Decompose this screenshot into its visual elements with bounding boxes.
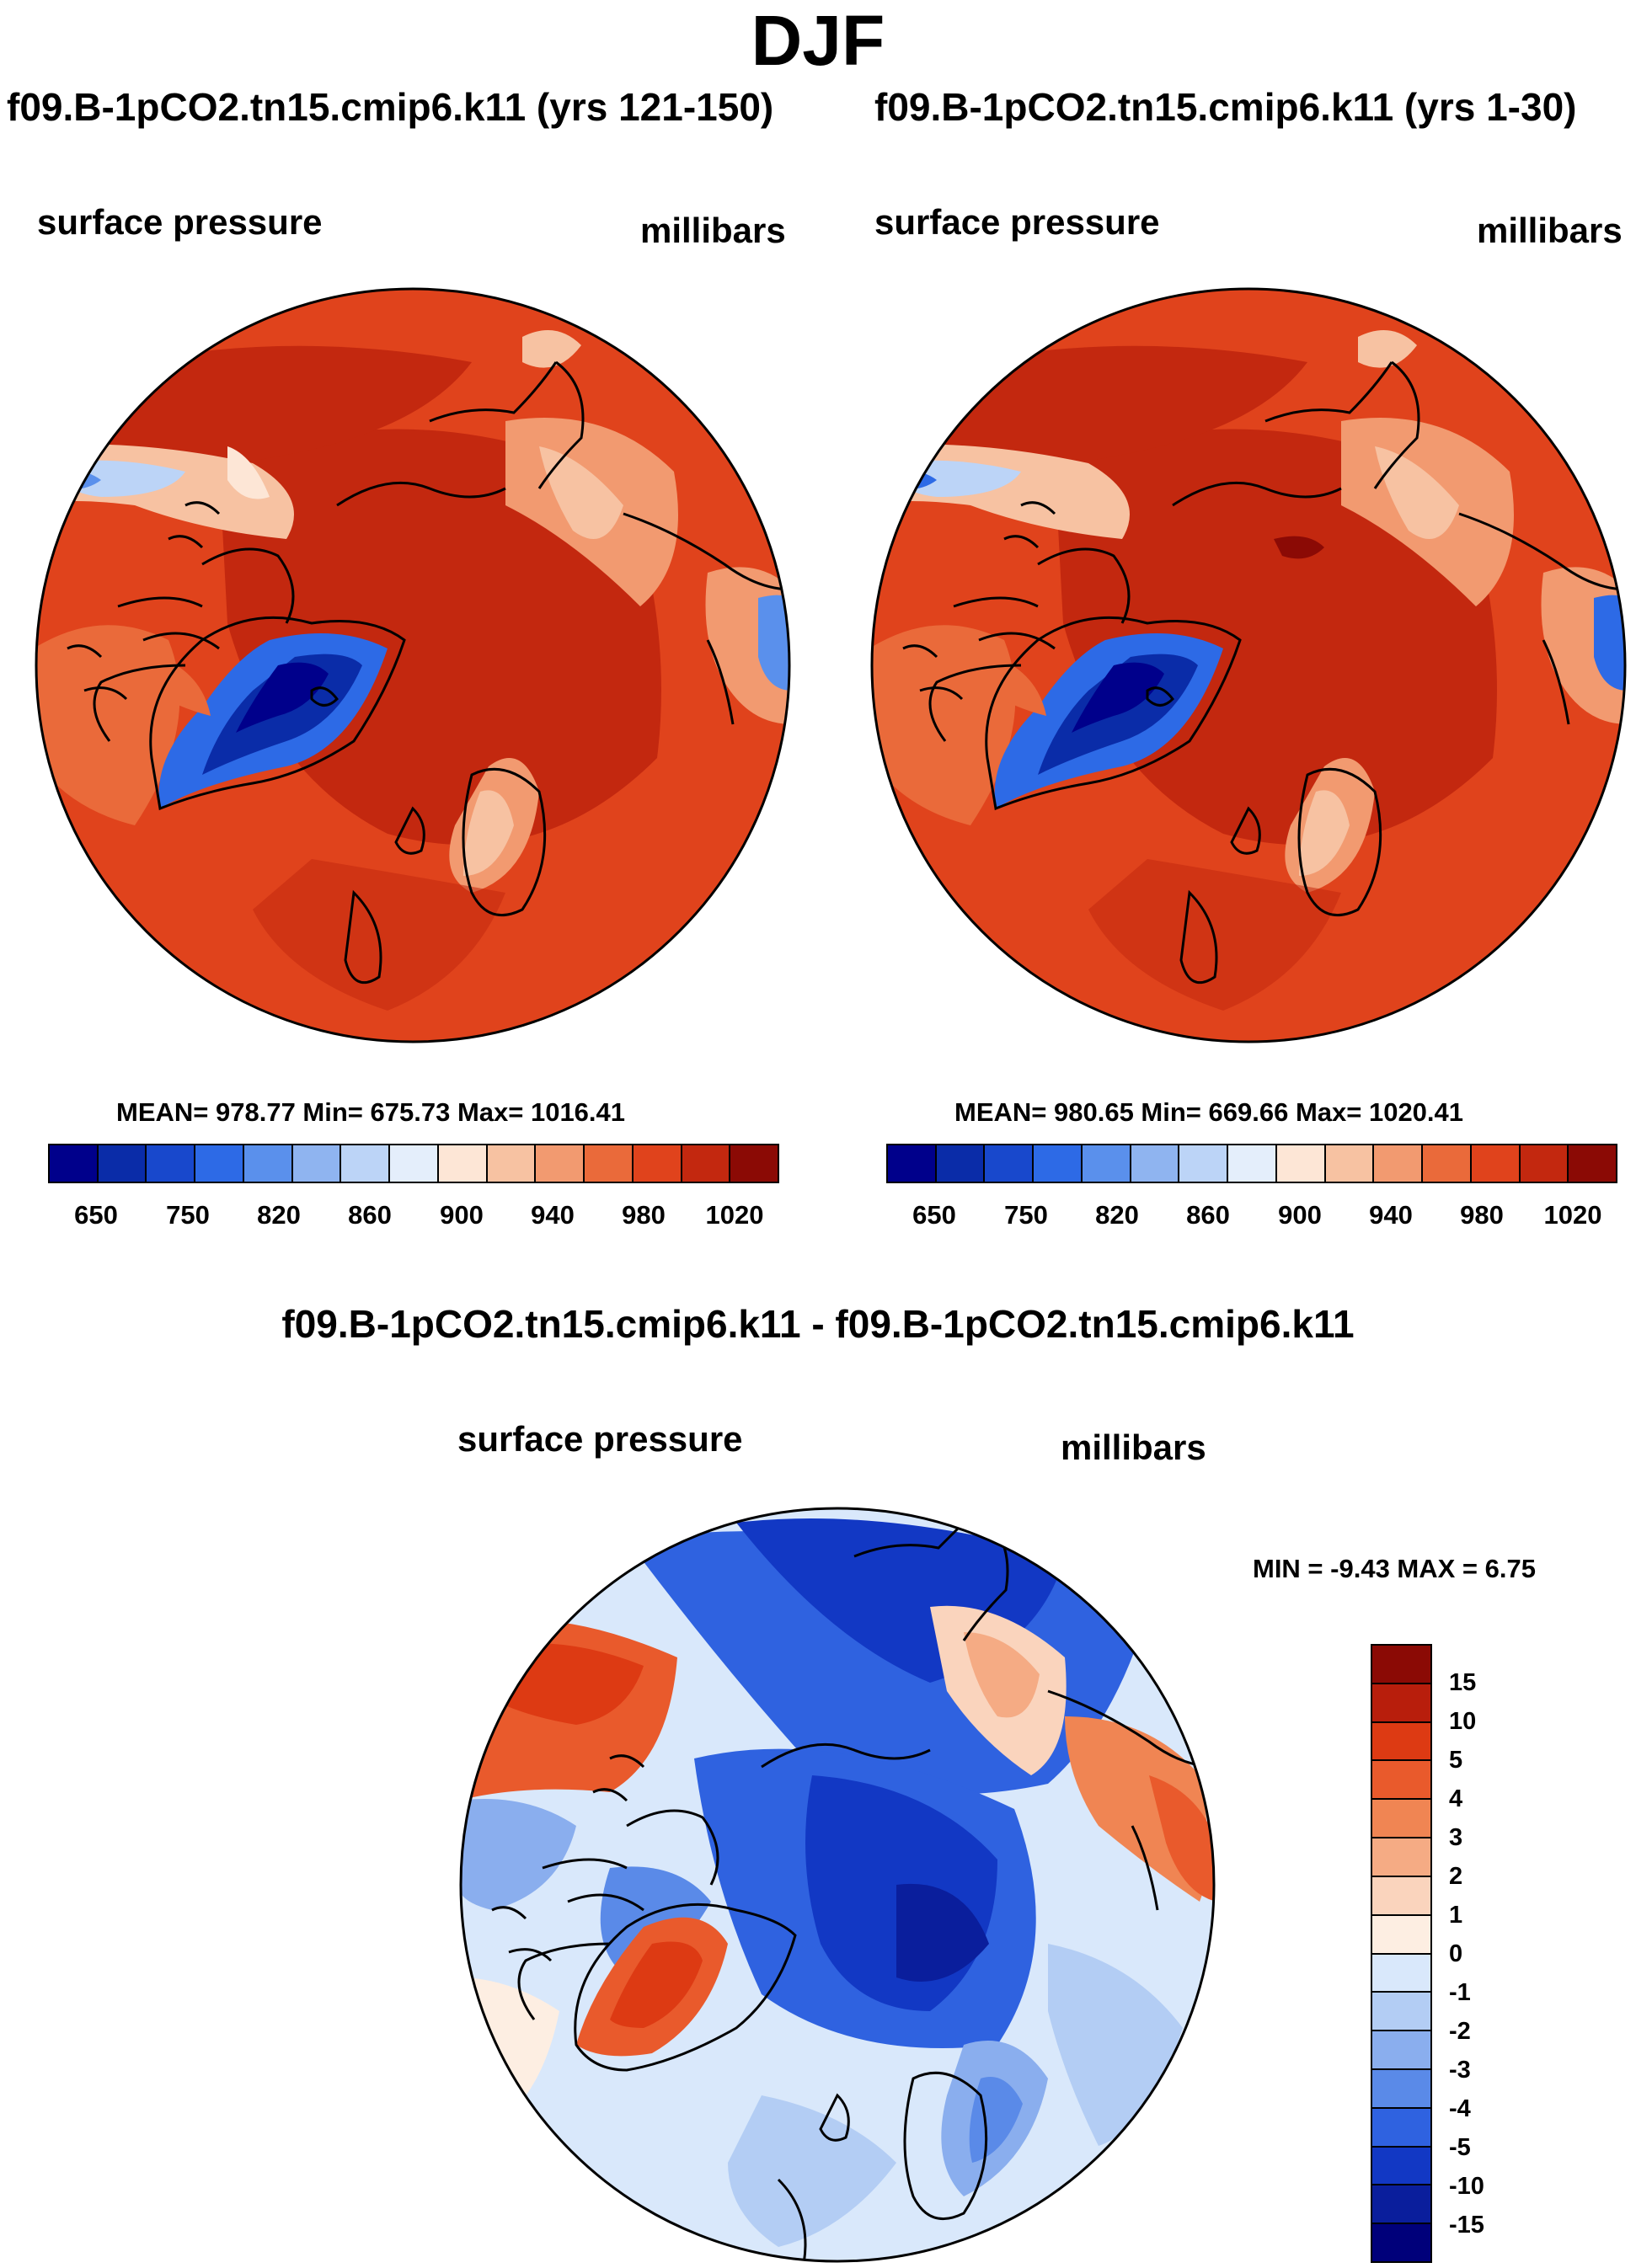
panel2-polar-map xyxy=(870,287,1627,1043)
panel2-colorbar-tick: 900 xyxy=(1278,1200,1322,1230)
panel1-colorbar-tick: 750 xyxy=(166,1200,210,1230)
diff-colorbar-tick: 10 xyxy=(1449,1708,1477,1735)
panel1-colorbar xyxy=(48,1144,779,1183)
panel2-colorbar-tick: 820 xyxy=(1095,1200,1139,1230)
panel2-variable-label: surface pressure xyxy=(874,202,1160,242)
diff-colorbar-tick: 4 xyxy=(1449,1785,1463,1812)
panel1-title: f09.B-1pCO2.tn15.cmip6.k11 (yrs 121-150) xyxy=(7,85,774,129)
panel2-colorbar-tick: 650 xyxy=(912,1200,956,1230)
panel2-colorbar-tick: 980 xyxy=(1460,1200,1504,1230)
diff-colorbar-tick: -4 xyxy=(1449,2095,1471,2122)
diff-colorbar-tick: -2 xyxy=(1449,2018,1471,2045)
panel2-units-label: millibars xyxy=(1477,211,1623,250)
panel2-colorbar-tick: 940 xyxy=(1369,1200,1413,1230)
panel1-units-label: millibars xyxy=(640,211,786,250)
panel2-colorbar-tick: 1020 xyxy=(1543,1200,1602,1230)
diff-colorbar-tick: 3 xyxy=(1449,1824,1463,1851)
panel2-colorbar-tick: 860 xyxy=(1186,1200,1230,1230)
panel2-title: f09.B-1pCO2.tn15.cmip6.k11 (yrs 1-30) xyxy=(874,85,1577,129)
diff-colorbar-tick: -15 xyxy=(1449,2212,1484,2239)
panel1-colorbar-tick: 940 xyxy=(531,1200,575,1230)
diff-colorbar-tick: -1 xyxy=(1449,1979,1471,2006)
panel1-stats: MEAN= 978.77 Min= 675.73 Max= 1016.41 xyxy=(116,1097,626,1127)
panel1-variable-label: surface pressure xyxy=(37,202,323,242)
panel2-colorbar-tick: 750 xyxy=(1004,1200,1048,1230)
panel1-polar-map xyxy=(35,287,791,1043)
diff-variable-label: surface pressure xyxy=(457,1419,743,1459)
diff-colorbar-tick: -5 xyxy=(1449,2134,1471,2161)
diff-units-label: millibars xyxy=(1061,1428,1206,1467)
panel2-stats: MEAN= 980.65 Min= 669.66 Max= 1020.41 xyxy=(954,1097,1464,1127)
panel1-colorbar-tick: 980 xyxy=(622,1200,666,1230)
figure-title: DJF xyxy=(751,1,885,80)
diff-colorbar-tick: 1 xyxy=(1449,1902,1463,1929)
diff-colorbar-tick: 0 xyxy=(1449,1940,1463,1967)
panel1-colorbar-tick: 900 xyxy=(440,1200,484,1230)
diff-stats: MIN = -9.43 MAX = 6.75 xyxy=(1253,1554,1536,1583)
panel1-colorbar-tick: 820 xyxy=(257,1200,301,1230)
diff-title: f09.B-1pCO2.tn15.cmip6.k11 - f09.B-1pCO2… xyxy=(281,1302,1355,1346)
diff-colorbar-tick: -10 xyxy=(1449,2173,1484,2200)
diff-colorbar-tick: 5 xyxy=(1449,1747,1463,1774)
diff-colorbar-tick: 15 xyxy=(1449,1669,1477,1696)
diff-colorbar xyxy=(1371,1644,1432,2263)
panel2-colorbar xyxy=(886,1144,1617,1183)
panel1-colorbar-tick: 1020 xyxy=(705,1200,764,1230)
diff-polar-map xyxy=(459,1507,1216,2263)
diff-colorbar-tick: 2 xyxy=(1449,1863,1463,1890)
panel1-colorbar-tick: 860 xyxy=(348,1200,392,1230)
panel1-colorbar-tick: 650 xyxy=(74,1200,118,1230)
diff-colorbar-tick: -3 xyxy=(1449,2057,1471,2084)
